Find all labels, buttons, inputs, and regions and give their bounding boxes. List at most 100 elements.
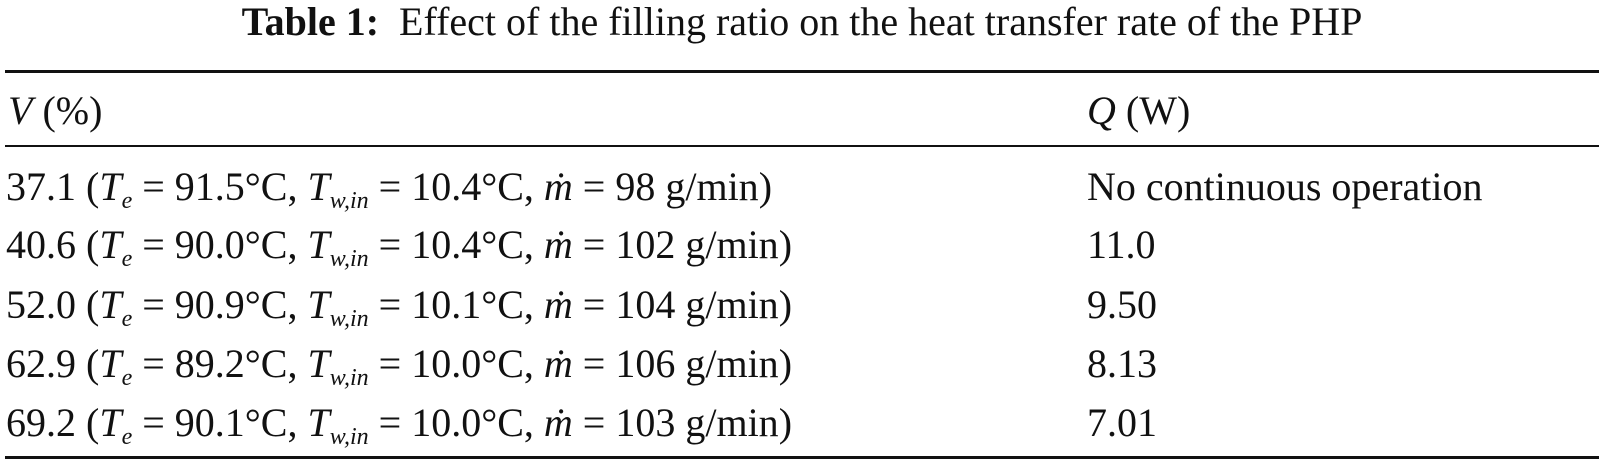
evap-subscript: e [121, 365, 133, 391]
header-q: Q (W) [1087, 89, 1190, 133]
open-paren: ( [86, 341, 100, 386]
comma: , [523, 400, 534, 445]
temp-symbol: T [99, 341, 122, 386]
equals: = [378, 341, 402, 386]
close-paren: ) [778, 341, 793, 386]
evap-temp: 89.2°C [174, 341, 288, 386]
equals: = [582, 282, 606, 327]
filling-ratio: 37.1 [6, 164, 76, 209]
heat-transfer-rate: 8.13 [1087, 341, 1157, 386]
heat-transfer-rate: 7.01 [1087, 400, 1157, 445]
water-subscript: w,in [329, 188, 369, 214]
row-condition-cell: 62.9 (Te = 89.2°C, Tw,in = 10.0°C, ṁ = 106 g/min) [6, 341, 793, 391]
evap-subscript: e [121, 246, 133, 272]
close-paren: ) [758, 164, 773, 209]
heat-transfer-rate: 9.50 [1087, 282, 1157, 327]
filling-ratio: 62.9 [6, 341, 76, 386]
mass-flow-symbol: ṁ [543, 164, 573, 209]
evap-temp: 90.0°C [174, 222, 288, 267]
mass-flow: 104 g/min [615, 282, 779, 327]
water-subscript: w,in [329, 424, 369, 450]
v-symbol: V [8, 88, 33, 133]
mass-flow: 98 g/min [615, 164, 759, 209]
row-condition-cell: 69.2 (Te = 90.1°C, Tw,in = 10.0°C, ṁ = 103 g/min) [6, 400, 793, 450]
row-condition-cell: 37.1 (Te = 91.5°C, Tw,in = 10.4°C, ṁ = 98 g/min) [6, 164, 773, 214]
mass-flow-symbol: ṁ [543, 341, 573, 386]
close-paren: ) [778, 282, 793, 327]
comma: , [287, 400, 298, 445]
close-paren: ) [778, 222, 793, 267]
temp-symbol: T [99, 282, 122, 327]
equals: = [142, 164, 165, 209]
filling-ratio: 69.2 [6, 400, 76, 445]
water-temp: 10.4°C [411, 222, 524, 267]
equals: = [142, 282, 165, 327]
equals: = [142, 400, 165, 445]
mass-flow: 106 g/min [615, 341, 779, 386]
temp-symbol: T [99, 222, 122, 267]
q-symbol: Q [1087, 88, 1116, 133]
evap-subscript: e [121, 306, 133, 332]
temp-symbol: T [307, 164, 330, 209]
water-subscript: w,in [329, 306, 369, 332]
table-caption: Effect of the filling ratio on the heat … [399, 0, 1363, 44]
temp-symbol: T [307, 341, 330, 386]
temp-symbol: T [307, 400, 330, 445]
row-condition-cell: 40.6 (Te = 90.0°C, Tw,in = 10.4°C, ṁ = 102 g/min) [6, 222, 793, 272]
comma: , [523, 282, 534, 327]
equals: = [142, 222, 165, 267]
comma: , [287, 164, 298, 209]
evap-temp: 90.1°C [174, 400, 288, 445]
bottom-rule [5, 456, 1599, 459]
q-unit: (W) [1125, 88, 1191, 133]
filling-ratio: 40.6 [6, 222, 76, 267]
equals: = [378, 282, 402, 327]
heat-transfer-rate: No continuous operation [1087, 164, 1483, 209]
equals: = [142, 341, 165, 386]
temp-symbol: T [99, 400, 122, 445]
equals: = [378, 222, 402, 267]
water-temp: 10.0°C [411, 400, 524, 445]
mass-flow-symbol: ṁ [543, 282, 573, 327]
temp-symbol: T [307, 282, 330, 327]
v-unit: (%) [42, 88, 103, 133]
water-temp: 10.4°C [411, 164, 524, 209]
header-v: V (%) [8, 89, 102, 133]
table-label: Table 1: [241, 0, 380, 44]
equals: = [582, 341, 606, 386]
row-condition-cell: 52.0 (Te = 90.9°C, Tw,in = 10.1°C, ṁ = 104 g/min) [6, 282, 793, 332]
close-paren: ) [778, 400, 793, 445]
comma: , [523, 341, 534, 386]
water-temp: 10.0°C [411, 341, 524, 386]
top-rule [5, 70, 1599, 73]
mass-flow-symbol: ṁ [543, 400, 573, 445]
mass-flow: 103 g/min [615, 400, 779, 445]
equals: = [582, 222, 606, 267]
heat-transfer-rate: 11.0 [1087, 222, 1156, 267]
temp-symbol: T [307, 222, 330, 267]
evap-subscript: e [121, 424, 133, 450]
water-subscript: w,in [329, 365, 369, 391]
header-rule [5, 145, 1599, 147]
water-subscript: w,in [329, 246, 369, 272]
caption-line: Table 1: Effect of the filling ratio on … [0, 0, 1604, 44]
filling-ratio: 52.0 [6, 282, 76, 327]
comma: , [287, 222, 298, 267]
comma: , [523, 164, 534, 209]
comma: , [287, 341, 298, 386]
mass-flow: 102 g/min [615, 222, 779, 267]
equals: = [582, 400, 606, 445]
temp-symbol: T [99, 164, 122, 209]
equals: = [378, 400, 402, 445]
open-paren: ( [86, 400, 100, 445]
open-paren: ( [86, 222, 100, 267]
equals: = [378, 164, 402, 209]
evap-subscript: e [121, 188, 133, 214]
evap-temp: 90.9°C [174, 282, 288, 327]
mass-flow-symbol: ṁ [543, 222, 573, 267]
equals: = [582, 164, 606, 209]
comma: , [523, 222, 534, 267]
water-temp: 10.1°C [411, 282, 524, 327]
comma: , [287, 282, 298, 327]
